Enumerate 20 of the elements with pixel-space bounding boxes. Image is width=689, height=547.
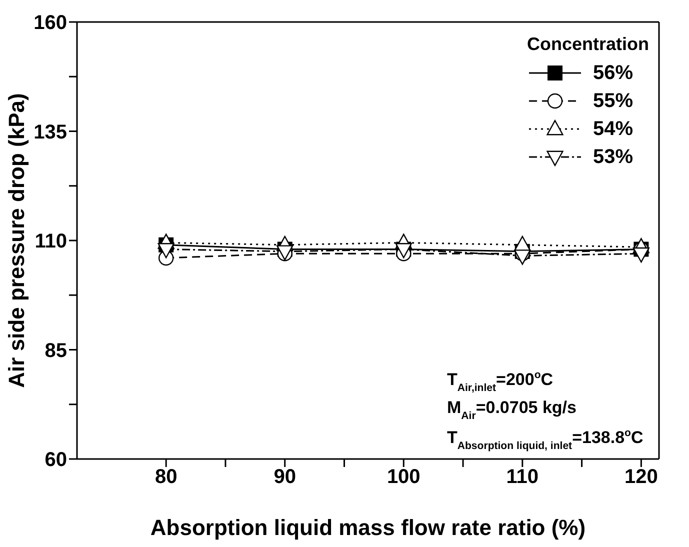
y-tick-label: 85 [44,340,67,362]
legend-label: 55% [593,90,634,112]
y-tick-label: 60 [44,449,67,472]
x-tick-label: 90 [274,466,296,488]
x-tick-label: 110 [506,466,539,488]
y-axis-title: Air side pressure drop (kPa) [4,93,29,388]
x-tick-label: 100 [386,466,420,488]
annotation: T$_{Air,inlet}$=200$^{o}$C [447,369,554,394]
y-tick-label: 160 [34,12,67,34]
legend-label: 56% [593,62,634,84]
annotation: M$_{Air}$=0.0705 kg/s [447,398,576,422]
legend-label: 54% [593,118,634,140]
legend-label: 53% [593,146,634,168]
y-tick-label: 135 [34,121,67,144]
x-axis-title: Absorption liquid mass flow rate ratio (%) [150,515,586,540]
x-tick-label: 80 [154,466,178,488]
y-tick-label: 110 [34,230,67,253]
annotation: T$_{Absorption liquid, inlet}$=138.8$^{o}$C [447,427,644,452]
x-tick-label: 120 [624,466,658,488]
legend-title: Concentration [527,34,650,55]
